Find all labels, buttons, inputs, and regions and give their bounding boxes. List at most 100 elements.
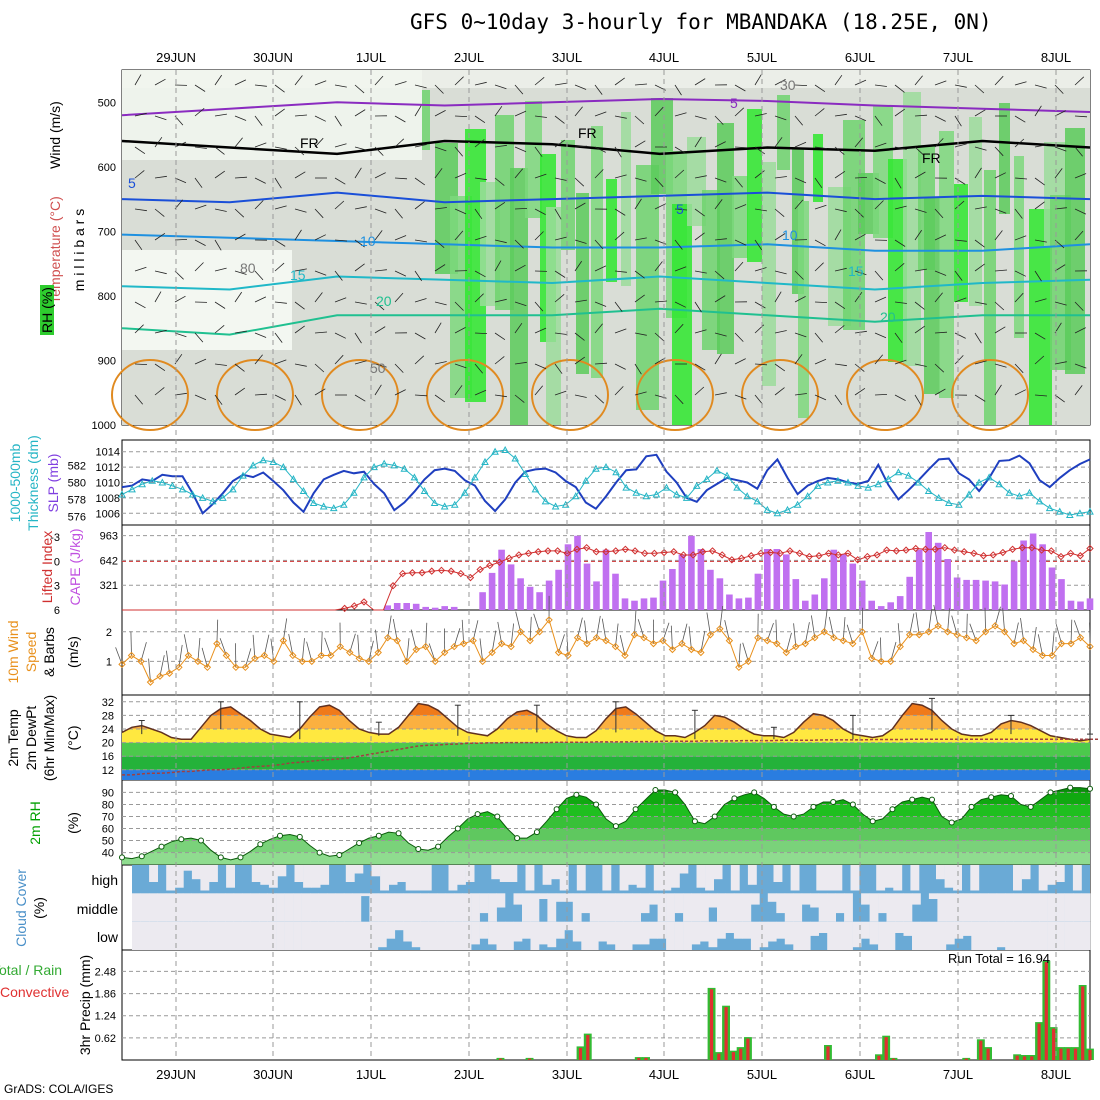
cloud-clear-cell [615, 893, 624, 922]
rh-point [869, 818, 876, 825]
ytick-precip: 2.48 [95, 966, 116, 978]
wind-barb [994, 326, 1006, 334]
li-point [350, 602, 359, 610]
cloud-clear-cell [937, 893, 947, 922]
wind-barb [619, 635, 626, 656]
wind-barb [714, 270, 725, 280]
wind-barb [894, 108, 906, 117]
thickness-point [1086, 507, 1094, 515]
cape-bar [716, 578, 724, 610]
cloud-clear-cell [996, 893, 1006, 922]
ylabel-wind-unit: (m/s) [65, 636, 81, 668]
thickness-point [400, 464, 409, 472]
wind-barb [1054, 110, 1066, 117]
wind-barb [414, 270, 423, 282]
cloud-clear-cell [327, 921, 336, 950]
cloud-clear-cell [437, 921, 446, 950]
wind-barb [742, 642, 749, 662]
wind-barb [1002, 608, 1005, 632]
wind-barb [254, 142, 267, 148]
ylabel-wind-2: Speed [23, 632, 39, 672]
ytick-slp: 1006 [96, 508, 120, 520]
cloud-clear-cell [1064, 921, 1074, 950]
cloud-clear-cell [564, 921, 574, 931]
wind-barb [974, 206, 987, 210]
li-point [1018, 543, 1026, 552]
ylabel-cape: CAPE (J/kg) [67, 528, 83, 605]
wind-barb [774, 233, 786, 241]
wind-barb [134, 324, 144, 334]
cloud-clear-cell [1056, 921, 1065, 950]
cloud-clear-cell [773, 865, 783, 882]
wind-barb [349, 633, 356, 653]
thickness-point [723, 471, 731, 479]
rh-point [415, 846, 422, 852]
cloud-clear-cell [343, 893, 353, 922]
cloud-clear-cell [628, 865, 637, 885]
dewpoint-line [122, 738, 1100, 776]
rh-moist-band [777, 95, 790, 170]
wind-barb [234, 115, 247, 121]
cloud-clear-cell [700, 921, 709, 942]
wind-barb [754, 146, 766, 155]
wind-barb [394, 138, 405, 148]
cloud-clear-cell [132, 893, 141, 922]
cloud-clear-cell [844, 921, 853, 950]
rh-point [1087, 785, 1093, 792]
wind-barb [1037, 634, 1043, 656]
cape-bar [953, 577, 961, 610]
wind-barb [394, 235, 407, 241]
li-point [941, 543, 949, 552]
wind-speed-point [478, 657, 487, 666]
ytick-slp: 1008 [96, 493, 120, 505]
ytick-rh: 70 [102, 811, 114, 823]
cloud-clear-cell [708, 893, 718, 908]
wind-barb [854, 330, 867, 334]
cloud-clear-cell [414, 865, 424, 891]
li-point [631, 547, 639, 555]
ylabel-rh-unit: (%) [65, 812, 81, 834]
wind-barb [804, 622, 810, 644]
wind-barb [614, 208, 626, 216]
wind-barb [614, 363, 626, 370]
cloud-clear-cell [691, 893, 701, 922]
cape-bar [479, 592, 486, 610]
wind-barb [934, 208, 944, 219]
precip-conv-bar [1022, 1056, 1027, 1060]
cloud-clear-cell [606, 921, 616, 945]
cloud-clear-cell [954, 921, 964, 939]
cloud-clear-cell [784, 893, 794, 922]
wind-barb [274, 205, 287, 210]
wind-barb [354, 167, 362, 179]
wind-barb [681, 623, 688, 644]
wind-speed-point [535, 628, 544, 636]
wind-barb [414, 105, 422, 117]
wind-barb [894, 205, 907, 210]
wind-barb [854, 233, 866, 241]
wind-barb [474, 270, 486, 278]
cloud-clear-cell [910, 865, 920, 891]
cloud-clear-cell [183, 865, 193, 871]
cloud-clear-cell [895, 921, 904, 933]
wind-barb [734, 332, 744, 342]
cloud-clear-cell [276, 893, 285, 922]
wind-barb [274, 84, 285, 93]
wind-barb [894, 359, 907, 365]
wind-speed-point [393, 636, 401, 645]
wind-barb [534, 208, 546, 215]
wind-barb [994, 269, 1008, 272]
wind-barb [474, 363, 484, 374]
thickness-point [178, 485, 187, 493]
rh-moist-band [687, 137, 706, 226]
wind-speed-point [222, 651, 231, 660]
precip-conv-bar [979, 1040, 983, 1060]
contour-label: 15 [290, 267, 306, 283]
wind-barb [394, 363, 404, 373]
temp-band [122, 695, 1090, 702]
cloud-clear-cell [649, 893, 658, 905]
warm-contour [111, 359, 189, 431]
cape-bar [678, 554, 686, 610]
li-point [553, 547, 562, 555]
temp-bands [122, 695, 1090, 780]
cloud-clear-cell [555, 893, 565, 902]
